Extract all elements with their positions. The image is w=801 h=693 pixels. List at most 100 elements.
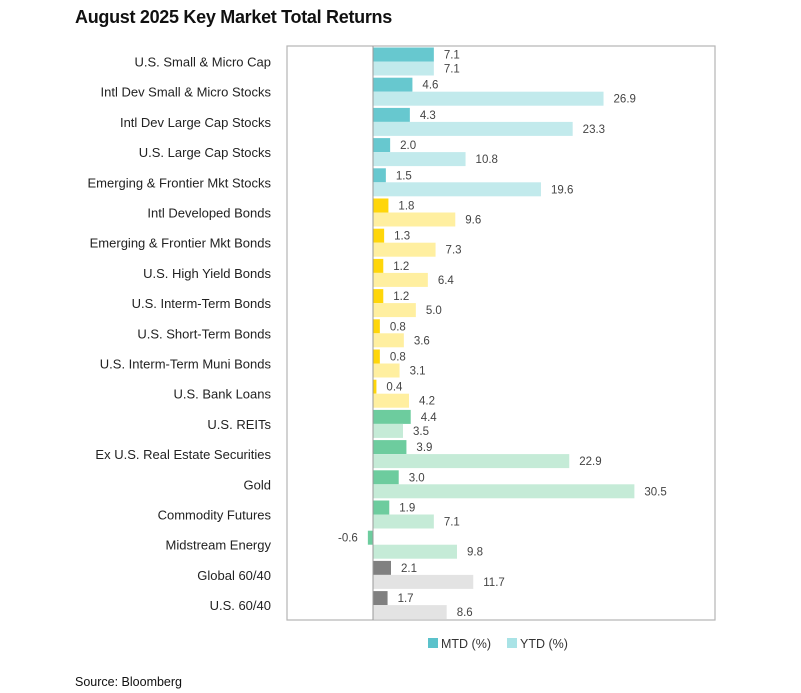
category-label: Intl Dev Small & Micro Stocks: [101, 85, 272, 100]
mtd-data-label: 2.1: [401, 563, 417, 575]
mtd-data-label: 0.8: [390, 321, 406, 333]
mtd-bar: [373, 168, 386, 183]
ytd-data-label: 7.3: [446, 245, 462, 257]
ytd-bar: [373, 182, 541, 197]
category-label: U.S. Large Cap Stocks: [139, 145, 272, 160]
mtd-data-label: 0.8: [390, 352, 406, 364]
ytd-bar: [373, 393, 409, 408]
category-label: U.S. REITs: [207, 417, 271, 432]
ytd-data-label: 9.8: [467, 547, 483, 559]
ytd-data-label: 7.1: [444, 517, 460, 529]
ytd-bar: [373, 514, 434, 529]
mtd-data-label: 4.3: [420, 110, 436, 122]
ytd-bar: [373, 544, 457, 559]
legend-label-ytd: YTD (%): [520, 637, 568, 651]
category-label: Global 60/40: [197, 568, 271, 583]
mtd-data-label: 1.2: [393, 291, 409, 303]
ytd-bar: [373, 121, 573, 136]
plot-frame: [286, 45, 716, 621]
mtd-bar: [373, 77, 413, 92]
mtd-bar: [373, 500, 390, 515]
ytd-data-label: 11.7: [483, 577, 505, 589]
ytd-data-label: 19.6: [551, 184, 573, 196]
ytd-data-label: 30.5: [644, 486, 666, 498]
mtd-data-label: 7.1: [444, 50, 460, 62]
category-label: Commodity Futures: [158, 508, 272, 523]
mtd-data-label: 3.0: [409, 472, 425, 484]
ytd-bar: [373, 61, 434, 76]
mtd-data-label: 1.8: [398, 201, 414, 213]
ytd-bar: [373, 152, 466, 167]
ytd-bar: [373, 363, 400, 378]
mtd-data-label: 1.5: [396, 170, 412, 182]
mtd-data-label: 4.4: [421, 412, 438, 424]
category-label: Emerging & Frontier Mkt Bonds: [90, 236, 272, 251]
category-label: U.S. Bank Loans: [173, 387, 271, 402]
mtd-data-label: 4.6: [422, 80, 438, 92]
mtd-bar: [373, 138, 391, 153]
mtd-bar: [373, 379, 377, 394]
mtd-data-label: 2.0: [400, 140, 416, 152]
mtd-bar: [373, 47, 434, 62]
mtd-bar: [373, 198, 389, 213]
mtd-data-label: 1.9: [399, 503, 415, 515]
ytd-data-label: 6.4: [438, 275, 455, 287]
category-label: U.S. 60/40: [210, 598, 271, 613]
category-label: Ex U.S. Real Estate Securities: [95, 447, 271, 462]
category-label: U.S. Interm-Term Bonds: [132, 296, 272, 311]
ytd-data-label: 4.2: [419, 396, 435, 408]
ytd-data-label: 3.1: [410, 366, 426, 378]
chart-title: August 2025 Key Market Total Returns: [75, 7, 392, 27]
mtd-bar: [373, 440, 407, 455]
ytd-bar: [373, 574, 474, 589]
legend-swatch-mtd: [428, 638, 438, 648]
mtd-bar: [373, 349, 380, 364]
ytd-bar: [373, 272, 428, 287]
ytd-bar: [373, 484, 635, 499]
category-label: U.S. Short-Term Bonds: [137, 326, 271, 341]
ytd-data-label: 9.6: [465, 215, 481, 227]
mtd-data-label: 1.2: [393, 261, 409, 273]
legend-swatch-ytd: [507, 638, 517, 648]
ytd-bar: [373, 212, 456, 227]
category-label: Intl Developed Bonds: [147, 206, 271, 221]
mtd-bar: [373, 107, 410, 122]
ytd-data-label: 8.6: [457, 607, 473, 619]
ytd-data-label: 3.5: [413, 426, 429, 438]
mtd-bar: [373, 289, 384, 304]
ytd-data-label: 26.9: [614, 94, 636, 106]
ytd-data-label: 10.8: [476, 154, 498, 166]
ytd-bar: [373, 423, 403, 438]
mtd-data-label: 0.4: [386, 382, 403, 394]
category-label: Intl Dev Large Cap Stocks: [120, 115, 272, 130]
category-label: Gold: [244, 477, 271, 492]
ytd-bar: [373, 303, 416, 318]
ytd-data-label: 22.9: [579, 456, 601, 468]
ytd-data-label: 23.3: [583, 124, 605, 136]
mtd-bar: [373, 409, 411, 424]
ytd-bar: [373, 454, 570, 469]
mtd-bar: [367, 530, 373, 545]
category-label: U.S. Interm-Term Muni Bonds: [100, 357, 272, 372]
mtd-bar: [373, 470, 399, 485]
mtd-data-label: 3.9: [416, 442, 432, 454]
mtd-bar: [373, 258, 384, 273]
mtd-data-label: 1.7: [398, 593, 414, 605]
ytd-data-label: 7.1: [444, 64, 460, 76]
legend-label-mtd: MTD (%): [441, 637, 491, 651]
category-label: Emerging & Frontier Mkt Stocks: [88, 175, 272, 190]
mtd-bar: [373, 228, 385, 243]
mtd-bar: [373, 560, 391, 575]
ytd-bar: [373, 605, 447, 620]
category-label: U.S. High Yield Bonds: [143, 266, 271, 281]
mtd-bar: [373, 319, 380, 334]
category-label: Midstream Energy: [166, 538, 272, 553]
category-label: U.S. Small & Micro Cap: [134, 55, 271, 70]
ytd-bar: [373, 91, 604, 106]
ytd-data-label: 3.6: [414, 335, 430, 347]
mtd-bar: [373, 591, 388, 606]
mtd-data-label: -0.6: [338, 533, 358, 545]
ytd-bar: [373, 242, 436, 257]
source-note: Source: Bloomberg: [75, 675, 183, 689]
